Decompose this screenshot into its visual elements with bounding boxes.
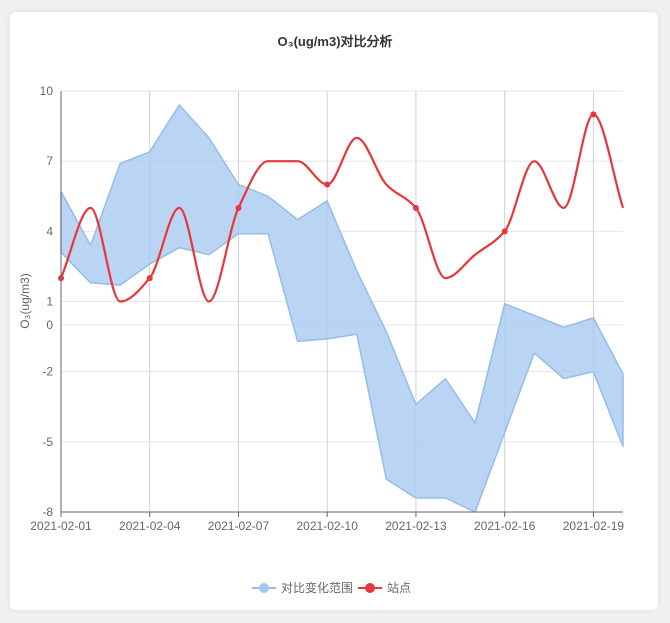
legend-item[interactable]: 站点 (358, 581, 411, 595)
x-tick-label: 2021-02-13 (385, 519, 447, 533)
y-tick-label: 10 (40, 84, 54, 98)
x-tick-label: 2021-02-16 (474, 519, 536, 533)
station-point (412, 204, 419, 211)
legend-item[interactable]: 对比变化范围 (252, 580, 353, 595)
y-tick-label: 1 (46, 295, 53, 309)
station-point (146, 275, 153, 282)
y-tick-label: -5 (42, 435, 53, 449)
legend-label: 站点 (387, 581, 411, 595)
y-tick-label: -2 (42, 365, 53, 379)
x-tick-label: 2021-02-19 (563, 519, 625, 533)
x-tick-label: 2021-02-04 (119, 519, 181, 533)
station-point (324, 181, 331, 188)
legend[interactable]: 对比变化范围 站点 (252, 580, 411, 595)
chart-title: O₃(ug/m3)对比分析 (277, 34, 392, 49)
station-point (235, 204, 242, 211)
y-tick-label: 7 (46, 154, 53, 168)
legend-swatch-marker (365, 583, 375, 593)
x-tick-label: 2021-02-10 (297, 519, 359, 533)
y-tick-label: -8 (42, 505, 53, 519)
station-line (58, 111, 625, 303)
x-axis-ticks: 2021-02-01 2021-02-04 2021-02-07 2021-02-10… (30, 519, 624, 533)
y-tick-label: 4 (46, 224, 53, 238)
station-point (590, 111, 597, 118)
y-axis-label: O₃(ug/m3) (18, 273, 32, 329)
x-tick-label: 2021-02-07 (208, 519, 270, 533)
legend-swatch-marker (259, 583, 269, 593)
legend-label: 对比变化范围 (281, 580, 353, 595)
station-point (501, 228, 508, 235)
y-tick-label: 0 (46, 318, 53, 332)
axes (60, 91, 623, 517)
x-tick-label: 2021-02-01 (30, 519, 92, 533)
